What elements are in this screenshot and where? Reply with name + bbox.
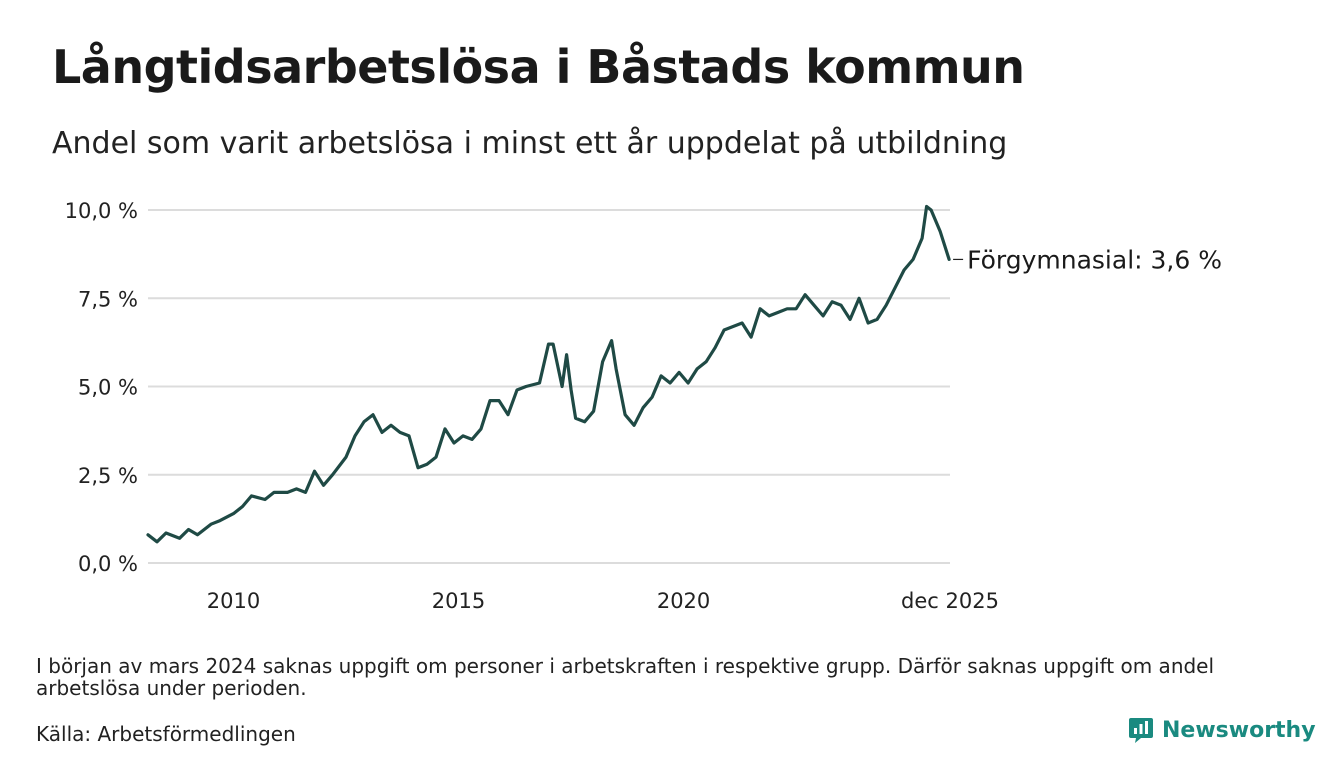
x-tick-label: 2015 (432, 589, 485, 613)
source-credit: Källa: Arbetsförmedlingen (36, 722, 296, 746)
newsworthy-logo: Newsworthy (1128, 716, 1316, 744)
footnote: I början av mars 2024 saknas uppgift om … (36, 654, 1215, 700)
x-tick-label: 2010 (207, 589, 260, 613)
series-end-label: Förgymnasial: 3,6 % (967, 245, 1222, 274)
series-line-förgymnasial (146, 204, 951, 544)
y-tick-label: 7,5 % (78, 287, 138, 311)
chart-subtitle: Andel som varit arbetslösa i minst ett å… (52, 126, 1008, 161)
line-chart: 0,0 % 2,5 % 5,0 % 7,5 % 10,0 % 2010 2015 2020 de… (65, 199, 1222, 613)
y-tick-label: 0,0 % (78, 552, 138, 576)
x-tick-label: 2020 (657, 589, 710, 613)
y-tick-label: 2,5 % (78, 464, 138, 488)
chart-title: Långtidsarbetslösa i Båstads kommun (52, 40, 1025, 94)
brand-name: Newsworthy (1162, 717, 1316, 743)
newsworthy-chart-bubble-icon (1129, 718, 1153, 743)
y-tick-label: 10,0 % (65, 199, 138, 223)
y-tick-label: 5,0 % (78, 376, 138, 400)
x-tick-label: dec 2025 (901, 589, 999, 613)
